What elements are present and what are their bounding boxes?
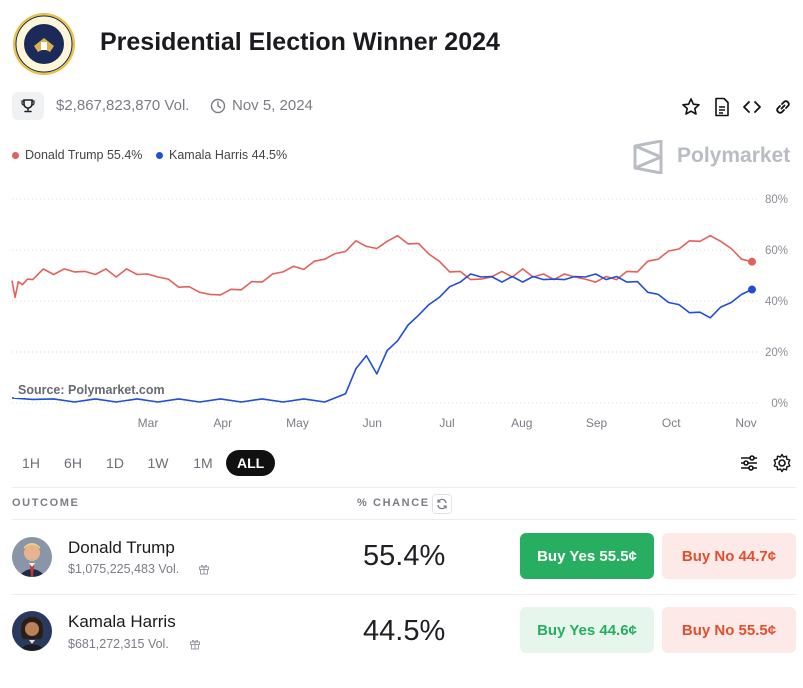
- series-endpoint-trump: [748, 257, 756, 266]
- gift-icon: [189, 637, 201, 655]
- table-row[interactable]: Donald Trump $1,075,225,483 Vol. 55.4% B…: [0, 520, 803, 594]
- table-row[interactable]: Kamala Harris $681,272,315 Vol. 44.5% Bu…: [0, 595, 803, 669]
- chance-header: % CHANCE: [357, 497, 430, 509]
- x-tick-label: Oct: [662, 416, 681, 430]
- trophy-icon: [12, 92, 44, 120]
- legend-label: Donald Trump 55.4%: [25, 148, 143, 162]
- range-button-all[interactable]: ALL: [226, 450, 276, 476]
- avatar: [12, 537, 52, 577]
- divider: [12, 487, 796, 488]
- outcome-volume: $1,075,225,483 Vol.: [68, 562, 180, 576]
- gift-icon: [198, 562, 210, 580]
- x-tick-label: Apr: [213, 416, 232, 430]
- price-history-chart: Mar Apr May Jun Jul Aug Sep Oct Nov 0% 20% 40% 60% 8…: [11, 194, 788, 430]
- outcome-name: Donald Trump: [68, 538, 175, 557]
- document-icon[interactable]: [711, 96, 733, 118]
- buy-yes-button[interactable]: Buy Yes 55.5¢: [520, 533, 654, 579]
- x-tick-label: Mar: [138, 416, 159, 430]
- range-button-1m[interactable]: 1M: [193, 455, 213, 471]
- buy-yes-button[interactable]: Buy Yes 44.6¢: [520, 607, 654, 653]
- link-icon[interactable]: [772, 96, 794, 118]
- buy-no-button[interactable]: Buy No 44.7¢: [662, 533, 796, 579]
- code-icon[interactable]: [741, 96, 763, 118]
- x-tick-label: Jun: [363, 416, 382, 430]
- range-button-1h[interactable]: 1H: [22, 455, 40, 471]
- divider: [12, 594, 796, 595]
- y-tick-label: 80%: [765, 194, 788, 206]
- range-button-1w[interactable]: 1W: [147, 455, 169, 471]
- series-endpoint-harris: [748, 285, 756, 294]
- buy-no-button[interactable]: Buy No 55.5¢: [662, 607, 796, 653]
- total-volume: $2,867,823,870 Vol.: [56, 97, 190, 114]
- outcome-header: OUTCOME: [12, 497, 80, 509]
- clock-icon: [210, 98, 226, 119]
- outcome-chance: 55.4%: [363, 540, 446, 572]
- range-button-6h[interactable]: 6H: [64, 455, 82, 471]
- refresh-icon[interactable]: [432, 494, 452, 514]
- y-tick-label: 0%: [771, 398, 788, 410]
- polymarket-logo-icon: [632, 139, 664, 179]
- legend-item-trump: Donald Trump 55.4%: [12, 148, 142, 162]
- presidential-seal-icon: [12, 12, 76, 76]
- outcome-chance: 44.5%: [363, 615, 446, 647]
- filter-icon[interactable]: [739, 453, 759, 478]
- x-tick-label: Jul: [439, 416, 454, 430]
- outcome-name: Kamala Harris: [68, 612, 176, 631]
- x-tick-label: May: [286, 416, 309, 430]
- page-title: Presidential Election Winner 2024: [100, 28, 500, 56]
- legend-item-harris: Kamala Harris 44.5%: [156, 148, 287, 162]
- x-tick-label: Aug: [511, 416, 532, 430]
- y-tick-label: 40%: [765, 296, 788, 308]
- outcome-volume: $681,272,315 Vol.: [68, 637, 169, 651]
- divider: [12, 519, 796, 520]
- range-button-1d[interactable]: 1D: [106, 455, 124, 471]
- gear-icon[interactable]: [772, 453, 792, 478]
- end-date: Nov 5, 2024: [232, 97, 313, 114]
- series-line-harris: [11, 273, 753, 403]
- series-line-trump: [11, 234, 753, 299]
- x-tick-label: Nov: [735, 416, 756, 430]
- avatar: [12, 611, 52, 651]
- y-tick-label: 20%: [765, 347, 788, 359]
- star-icon[interactable]: [680, 96, 702, 118]
- x-tick-label: Sep: [586, 416, 608, 430]
- legend-label: Kamala Harris 44.5%: [169, 148, 288, 162]
- legend-dot: [12, 151, 19, 159]
- y-tick-label: 60%: [765, 245, 788, 257]
- legend-dot: [156, 151, 163, 159]
- chart-source: Source: Polymarket.com: [14, 382, 169, 398]
- brand-name: Polymarket: [677, 144, 791, 167]
